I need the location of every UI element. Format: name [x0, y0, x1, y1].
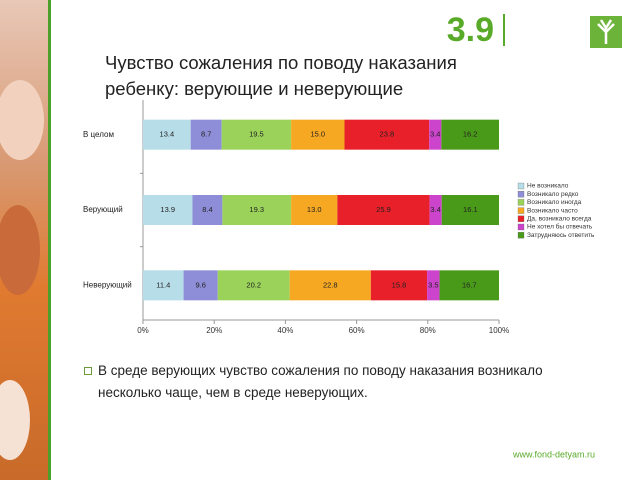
x-tick-label: 80%	[420, 326, 436, 335]
logo-tree	[597, 19, 615, 44]
value-label: 13.0	[307, 205, 322, 214]
legend-swatch	[517, 199, 525, 206]
url: www.fond-detyam.ru	[512, 449, 595, 459]
bar-segment	[289, 270, 371, 301]
y-tick-label: В целом	[83, 130, 114, 139]
bar-segment	[441, 119, 499, 150]
bar-segment	[221, 119, 292, 150]
bar-segment	[370, 270, 428, 301]
x-tick-label: 0%	[137, 326, 149, 335]
x-tick-label: 100%	[489, 326, 509, 335]
legend-label: Да, возникало всегда	[527, 216, 592, 223]
legend-swatch	[517, 182, 525, 190]
bar-segment	[192, 195, 223, 225]
legend-swatch	[517, 215, 525, 222]
value-label: 16.1	[463, 205, 478, 214]
bar-segment	[183, 270, 218, 301]
bar-segment	[291, 195, 338, 225]
x-tick-label: 60%	[349, 326, 365, 335]
divider	[48, 0, 51, 480]
y-tick-label: Верующий	[83, 205, 123, 214]
value-label: 25.9	[376, 205, 391, 214]
bar-segment	[429, 119, 442, 150]
bar-segment	[429, 195, 442, 225]
legend-swatch	[517, 223, 525, 231]
legend-swatch	[517, 232, 525, 239]
bar-segment	[143, 195, 193, 225]
bar-segment	[337, 195, 430, 225]
bar-segment	[441, 195, 499, 225]
legend-label: Возникало иногда	[527, 199, 582, 206]
legend-label: Не хотел бы отвечать	[527, 223, 593, 231]
photo-hand	[0, 80, 44, 160]
legend-swatch	[517, 191, 525, 198]
value-label: 19.5	[249, 130, 264, 139]
value-label: 16.2	[463, 130, 478, 139]
photo-shirt	[0, 380, 30, 460]
value-label: 16.7	[462, 280, 477, 289]
value-label: 19.3	[249, 205, 264, 214]
value-label: 15.0	[310, 130, 325, 139]
value-label: 23.8	[380, 130, 395, 139]
bar-segment	[344, 119, 430, 150]
value-label: 15.8	[392, 280, 407, 289]
x-tick-label: 40%	[277, 326, 293, 335]
y-tick-label: Неверующий	[83, 280, 132, 289]
bar-segment	[217, 270, 290, 301]
x-tick-label: 20%	[206, 326, 222, 335]
legend-label: Возникало часто	[527, 207, 578, 214]
bar-segment	[143, 270, 184, 301]
bullet-text: В среде верующих чувство сожаления по по…	[84, 360, 588, 404]
bar-segment	[222, 195, 292, 225]
value-label: 13.9	[160, 205, 175, 214]
value-label: 3.4	[430, 205, 440, 214]
legend-label: Затрудняюсь ответить	[527, 232, 595, 239]
bar-segment	[190, 119, 222, 150]
value-label: 9.6	[195, 280, 205, 289]
section-number: 3.9	[447, 11, 494, 49]
bar-segment	[427, 270, 440, 301]
bar-segment	[439, 270, 499, 301]
value-label: 20.2	[246, 280, 261, 289]
value-label: 13.4	[160, 130, 175, 139]
value-label: 8.4	[202, 205, 212, 214]
value-label: 3.4	[430, 130, 440, 139]
bar-segment	[291, 119, 345, 150]
value-label: 11.4	[156, 280, 170, 289]
value-label: 8.7	[201, 130, 211, 139]
legend-label: Возникало редко	[527, 191, 579, 198]
value-label: 22.8	[323, 280, 338, 289]
legend-swatch	[517, 207, 525, 214]
value-label: 3.5	[428, 280, 438, 289]
photo-hand	[0, 205, 40, 295]
bar-segment	[143, 119, 191, 150]
legend-label: Не возникало	[527, 183, 569, 190]
section-bar	[503, 14, 505, 46]
chart-title: Чувство сожаления по поводу наказания ре…	[105, 52, 457, 99]
